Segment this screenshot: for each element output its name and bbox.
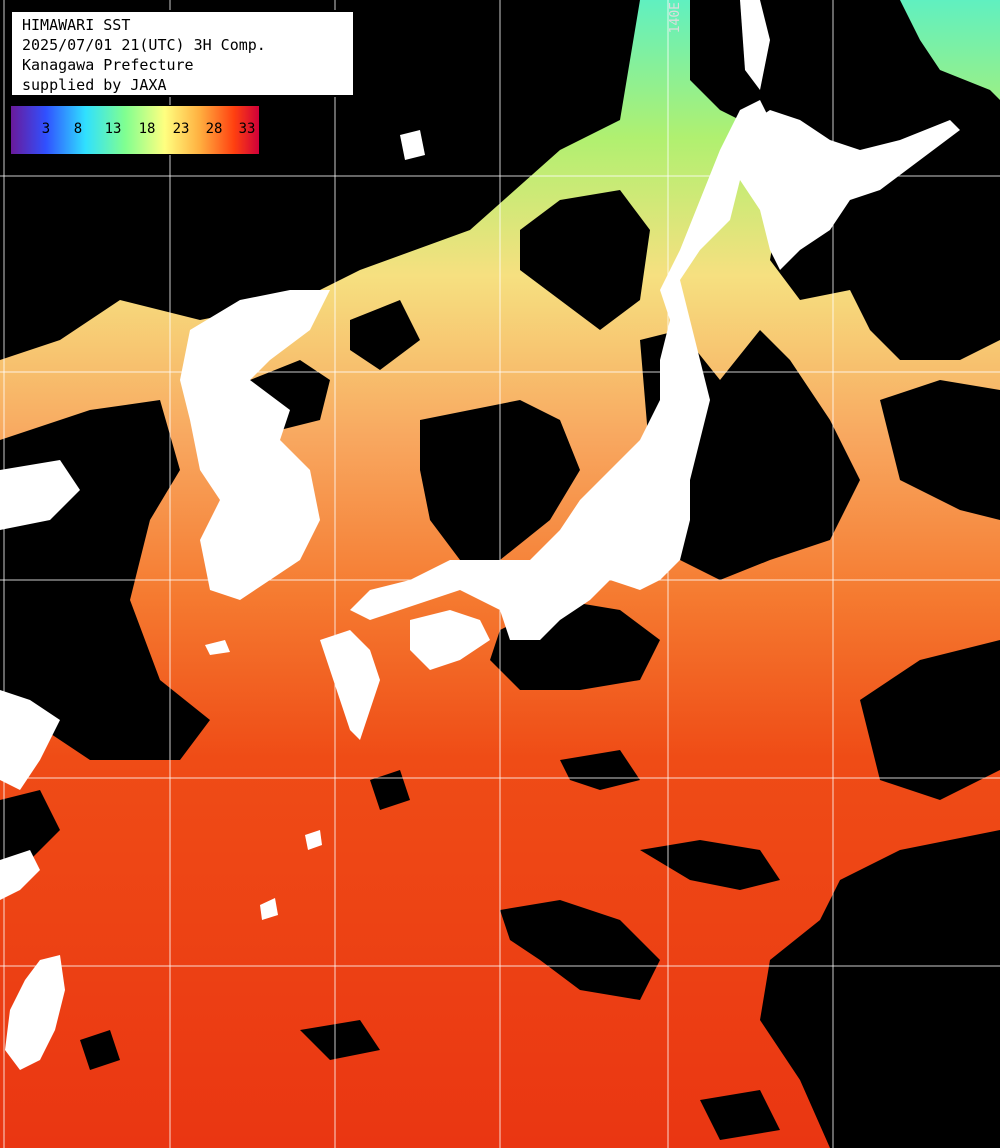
supplier-label: supplied by JAXA (22, 76, 167, 94)
legend-tick: 13 (104, 121, 122, 137)
info-box: HIMAWARI SST 2025/07/01 21(UTC) 3H Comp.… (10, 10, 355, 97)
temperature-legend: 3 8 13 18 23 28 33 (10, 105, 260, 155)
legend-tick: 18 (138, 121, 156, 137)
legend-tick: 33 (238, 121, 256, 137)
legend-tick: 28 (205, 121, 223, 137)
longitude-label: 140E (668, 2, 688, 48)
legend-tick: 23 (172, 121, 190, 137)
legend-tick: 8 (73, 121, 83, 137)
timestamp: 2025/07/01 21(UTC) 3H Comp. (22, 36, 266, 54)
product-title: HIMAWARI SST (22, 16, 131, 34)
longitude-label-text: 140E (668, 2, 683, 34)
prefecture-label: Kanagawa Prefecture (22, 56, 194, 74)
legend-colorbar (11, 106, 259, 154)
land-mask (0, 0, 960, 1070)
legend-tick: 3 (41, 121, 51, 137)
